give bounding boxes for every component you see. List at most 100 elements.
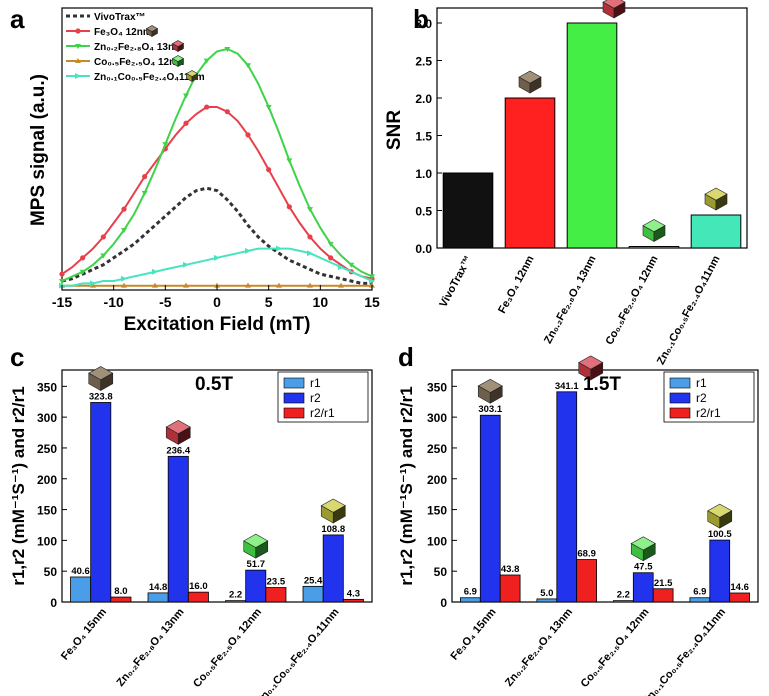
panel-d-y-axis-label: r1,r2 (mM⁻¹S⁻¹) and r2/r1 <box>397 386 416 585</box>
y-tick-label: 3.0 <box>415 17 432 31</box>
legend-marker <box>75 28 81 34</box>
panelD-cube-icon-2 <box>630 536 656 562</box>
series-4-point <box>121 275 127 282</box>
legend-marker <box>75 73 81 79</box>
y-tick-label: 1.5 <box>415 130 432 144</box>
panelC-x-label-3: Zn₀.₁Co₀.₅Fe₂.₄O₄11nm <box>254 606 342 696</box>
x-tick-label: 0 <box>213 294 221 310</box>
panelD-value-label: 100.5 <box>708 529 732 540</box>
panelC-bar-r2/r1-3 <box>342 598 364 603</box>
snr-cube-icon-4-right <box>715 193 728 211</box>
y-tick-label: 150 <box>427 504 447 518</box>
series-1-point <box>307 234 313 240</box>
panelC-value-label: 2.2 <box>229 590 242 601</box>
x-tick-label: -10 <box>104 294 124 310</box>
panelD-x-label-0: Fe₃O₄ 15nm <box>449 606 499 663</box>
legend-marker <box>75 44 81 49</box>
panelD-value-label: 6.9 <box>464 587 477 598</box>
panelD-value-label: 341.1 <box>555 381 579 392</box>
panelC-bar-r1-1 <box>147 592 169 603</box>
series-4-point <box>152 268 158 275</box>
panelD-value-label: 21.5 <box>654 578 673 589</box>
snr-cube-icon-2-right <box>613 1 626 19</box>
y-tick-label: 0 <box>440 596 447 610</box>
panelC-bar-r2-1 <box>167 455 189 603</box>
legend-label-2: Zn₀.₂Fe₂.₈O₄ 13nm <box>94 42 183 53</box>
panel-b-bar-chart: 0.0 0.5 1.0 1.5 2.0 2.5 3.0 VivoTrax™ Fe₃O₄ 12n… <box>384 0 748 367</box>
panelD-x-label-1: Zn₀.₂Fe₂.₈O₄ 13nm <box>503 606 575 689</box>
panelD-cube-icon-1-right <box>590 362 604 381</box>
y-tick-label: 350 <box>37 380 57 394</box>
x-tick-label: 10 <box>313 294 329 310</box>
panelC-x-label-1: Zn₀.₂Fe₂.₈O₄ 13nm <box>114 606 186 689</box>
y-tick-label: 0.5 <box>415 205 432 219</box>
series-3-point <box>276 282 282 288</box>
panelC-bar-r2-2 <box>245 569 267 603</box>
series-4-point <box>214 254 220 261</box>
series-1-point <box>121 206 127 212</box>
panelC-value-label: 40.6 <box>71 566 90 577</box>
panelC-cube-icon-0 <box>88 366 114 391</box>
series-3-point <box>121 282 127 288</box>
x-tick-label: -15 <box>52 294 72 310</box>
panelC-value-label: 8.0 <box>114 586 127 597</box>
snr-cube-icon-1-right <box>529 76 542 94</box>
legend-cube-icon-4 <box>185 70 199 83</box>
panelC-bar-r2-0 <box>90 402 112 603</box>
series-2-point <box>203 58 210 64</box>
legend-cube-icon-2-right <box>177 43 184 53</box>
legend-cube-icon-2 <box>171 40 185 53</box>
y-tick-label: 50 <box>434 565 448 579</box>
panelD-value-label: 47.5 <box>634 562 653 573</box>
snr-cube-icon-4 <box>704 187 728 211</box>
panelC-value-label: 4.3 <box>347 588 360 599</box>
series-2-point <box>183 93 189 99</box>
snr-bar-1 <box>504 97 556 249</box>
y-tick-label: 2.0 <box>415 92 432 106</box>
legend-marker <box>75 58 81 63</box>
panelD-bar-r1-2 <box>613 600 634 603</box>
panelD-value-label: 43.8 <box>501 564 520 575</box>
panelC-bar-r1-2 <box>225 600 247 603</box>
series-2-point <box>79 269 86 275</box>
panelC-bar-r2/r1-0 <box>110 596 132 603</box>
panelC-value-label: 23.5 <box>267 577 286 588</box>
x-tick-label: 15 <box>364 294 380 310</box>
series-line-0 <box>61 186 372 285</box>
panelD-cube-icon-3-right <box>719 510 733 529</box>
legend-cube-icon-3-right <box>177 58 184 68</box>
panelD-bar-r2-0 <box>479 414 501 603</box>
series-4-point <box>90 280 96 287</box>
series-4-point <box>245 247 251 254</box>
series-1-point <box>59 271 65 277</box>
series-2-point <box>141 190 148 196</box>
panelD-bar-r2/r1-2 <box>652 588 674 603</box>
panelC-bar-r2/r1-2 <box>265 587 287 603</box>
panel-label-a: a <box>10 4 25 34</box>
panelD-bar-r2/r1-0 <box>499 574 521 603</box>
series-3-point <box>307 282 313 288</box>
panel-a-x-axis-label: Excitation Field (mT) <box>124 314 311 335</box>
panelC-cube-icon-3 <box>320 498 346 524</box>
panel-label-c: c <box>10 342 24 372</box>
panelD-legend-swatch-2 <box>669 407 691 419</box>
panelC-cube-icon-1 <box>165 419 191 445</box>
y-tick-label: 350 <box>427 380 447 394</box>
panelC-cube-icon-3-right <box>332 505 346 524</box>
panelD-value-label: 303.1 <box>478 404 502 415</box>
panel-label-d: d <box>398 342 414 372</box>
panelC-legend-label-2: r2/r1 <box>310 406 335 420</box>
panelC-value-label: 25.4 <box>304 575 323 586</box>
y-tick-label: 2.5 <box>415 55 432 69</box>
panelD-value-label: 68.9 <box>577 549 596 560</box>
series-2-point <box>307 207 313 213</box>
series-1-point <box>224 109 230 115</box>
panelD-bar-r1-0 <box>460 597 481 603</box>
panelD-x-label-3: Zn₀.₁Co₀.₅Fe₂.₄O₄11nm <box>641 606 729 696</box>
snr-bar-2 <box>566 22 618 249</box>
panelC-legend-swatch-1 <box>283 392 305 404</box>
snr-bar-4 <box>690 214 742 249</box>
y-tick-label: 200 <box>37 473 57 487</box>
series-line-2 <box>61 47 373 282</box>
series-2-point <box>162 142 169 148</box>
